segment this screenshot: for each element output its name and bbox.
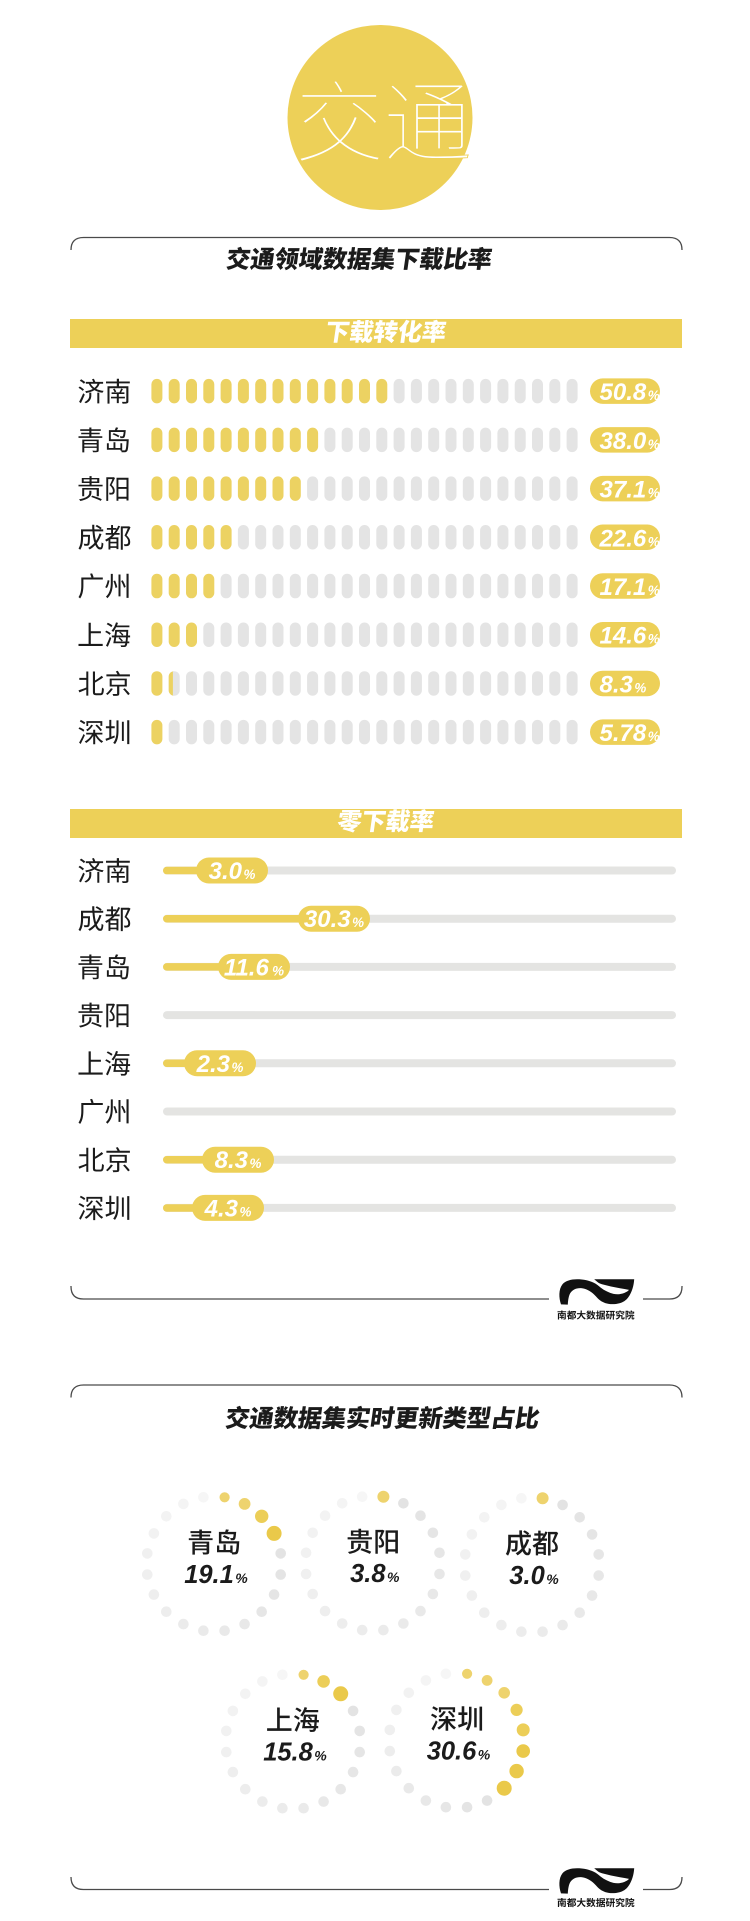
svg-text:19.1: 19.1 (184, 1561, 234, 1589)
svg-text:%: % (648, 486, 660, 501)
svg-text:11.6: 11.6 (224, 954, 270, 981)
svg-text:%: % (250, 1156, 262, 1171)
svg-text:8.3: 8.3 (600, 671, 634, 698)
svg-text:%: % (648, 632, 660, 647)
svg-text:%: % (387, 1569, 400, 1585)
svg-text:%: % (648, 729, 660, 744)
svg-text:8.3: 8.3 (215, 1147, 249, 1174)
svg-text:5.78: 5.78 (600, 720, 647, 747)
svg-text:30.6: 30.6 (427, 1737, 477, 1765)
svg-text:30.3: 30.3 (304, 906, 351, 933)
svg-text:22.6: 22.6 (599, 525, 647, 552)
svg-text:%: % (648, 534, 660, 549)
svg-text:50.8: 50.8 (600, 379, 647, 406)
svg-text:%: % (244, 867, 256, 882)
svg-text:%: % (648, 388, 660, 403)
svg-text:2.3: 2.3 (196, 1051, 231, 1078)
svg-text:%: % (478, 1746, 491, 1762)
svg-text:3.0: 3.0 (209, 858, 243, 885)
svg-text:38.0: 38.0 (600, 428, 647, 455)
svg-text:14.6: 14.6 (600, 623, 647, 650)
svg-text:%: % (352, 915, 364, 930)
svg-text:3.0: 3.0 (509, 1562, 544, 1590)
svg-text:%: % (314, 1747, 327, 1763)
svg-text:3.8: 3.8 (350, 1560, 386, 1588)
svg-text:17.1: 17.1 (600, 574, 647, 601)
svg-text:%: % (232, 1060, 244, 1075)
svg-text:%: % (235, 1570, 248, 1586)
svg-text:15.8: 15.8 (263, 1738, 313, 1766)
svg-text:37.1: 37.1 (600, 477, 647, 504)
svg-text:%: % (648, 583, 660, 598)
svg-text:%: % (648, 437, 660, 452)
svg-text:%: % (240, 1204, 252, 1219)
svg-text:%: % (272, 963, 284, 978)
svg-text:4.3: 4.3 (204, 1195, 239, 1222)
svg-text:%: % (634, 680, 646, 695)
svg-text:%: % (546, 1571, 559, 1587)
